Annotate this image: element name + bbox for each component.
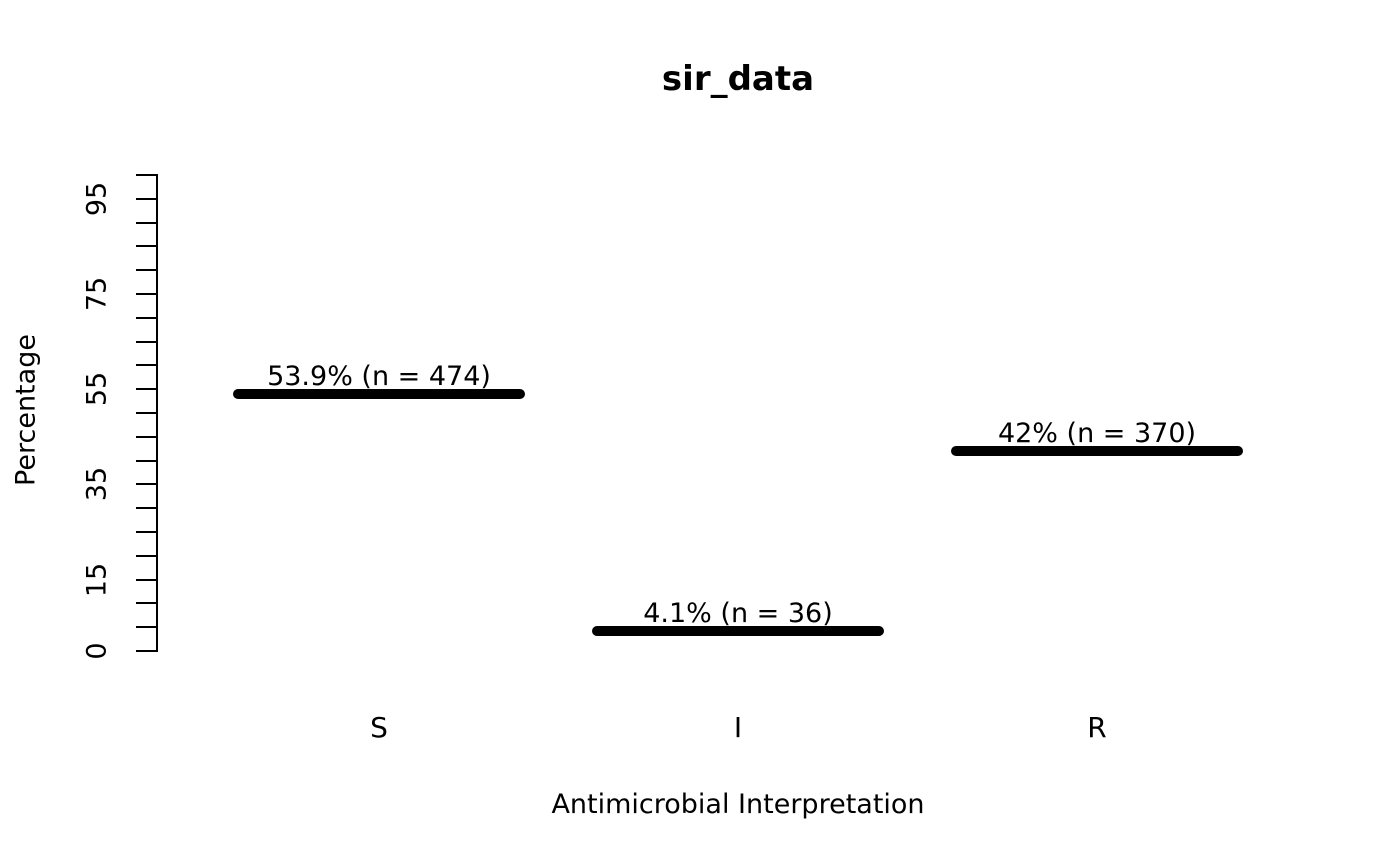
y-axis-tick [136,531,157,533]
x-category-label-S: S [370,711,388,744]
y-axis-tick [136,388,157,391]
y-axis-tick [136,507,157,510]
y-axis-tick [136,483,157,486]
y-axis-tick [136,578,157,581]
bar-I [592,626,884,637]
y-axis-tick [136,459,157,462]
bar-R [951,446,1243,457]
y-axis-tick [136,626,157,629]
y-axis-tick [136,364,157,367]
y-tick-label: 15 [81,562,113,597]
bar-value-label-I: 4.1% (n = 36) [643,598,833,630]
y-axis-tick [136,174,157,176]
y-axis-line [156,174,158,652]
x-axis-title: Antimicrobial Interpretation [551,789,925,820]
y-tick-label: 0 [81,642,113,660]
y-tick-label: 75 [81,276,113,312]
y-axis-tick [136,435,157,438]
y-axis-tick [136,245,157,248]
y-axis-tick [136,412,157,414]
x-category-label-I: I [733,711,743,744]
y-axis-tick [136,340,157,343]
y-tick-label: 55 [81,372,113,407]
bar-value-label-S: 53.9% (n = 474) [267,361,491,393]
y-axis-tick [136,221,157,224]
y-axis-tick [136,650,157,652]
y-axis-tick [136,554,157,557]
y-axis-title: Percentage [10,334,42,486]
y-axis-tick [136,602,157,605]
y-axis-tick [136,269,157,272]
x-category-label-R: R [1087,711,1107,744]
chart-title: sir_data [661,59,815,99]
y-tick-label: 35 [81,467,113,502]
bar-value-label-R: 42% (n = 370) [997,418,1197,450]
y-axis-tick [136,316,157,319]
y-axis-tick [136,293,157,295]
y-tick-label: 95 [81,181,113,216]
bar-S [233,389,525,400]
y-axis-tick [136,197,157,200]
